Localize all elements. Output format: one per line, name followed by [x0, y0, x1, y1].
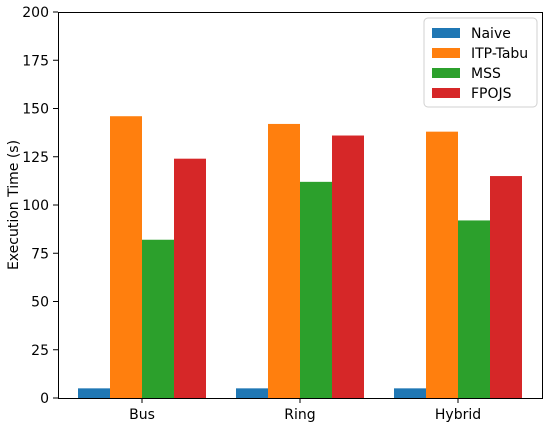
y-tick-label: 200	[22, 5, 49, 21]
bar-itp-tabu-bus	[110, 116, 142, 398]
y-axis: 0 25 50 75 100 125 150 175 200	[22, 5, 58, 407]
y-tick-label: 25	[31, 343, 49, 359]
y-tick-label: 75	[31, 246, 49, 262]
bar-itp-tabu-ring	[268, 123, 300, 398]
legend-label: Naive	[471, 26, 511, 42]
legend-box	[423, 17, 538, 108]
bar-naive-bus	[78, 388, 110, 398]
legend-label: MSS	[471, 66, 501, 82]
bar-fpojs-ring	[332, 135, 364, 398]
bar-fpojs-bus	[174, 158, 206, 398]
y-tick-label: 150	[22, 102, 49, 118]
legend-label: FPOJS	[471, 86, 512, 102]
legend-swatch	[432, 28, 460, 38]
bar-mss-ring	[300, 181, 332, 398]
x-axis: Bus Ring Hybrid	[129, 398, 481, 423]
x-tick-label: Hybrid	[435, 407, 481, 423]
y-tick-label: 100	[22, 198, 49, 214]
x-tick-label: Bus	[129, 407, 155, 423]
x-tick-label: Ring	[284, 407, 315, 423]
legend-swatch	[432, 68, 460, 78]
bars-layer	[78, 116, 522, 398]
bar-itp-tabu-hybrid	[426, 131, 458, 398]
legend-swatch	[432, 48, 460, 58]
bar-naive-hybrid	[394, 388, 426, 398]
legend: Naive ITP-Tabu MSS FPOJS	[423, 17, 538, 108]
y-tick-label: 0	[40, 391, 49, 407]
legend-label: ITP-Tabu	[471, 46, 528, 62]
bar-fpojs-hybrid	[490, 176, 522, 398]
bar-naive-ring	[236, 388, 268, 398]
bar-mss-bus	[142, 239, 174, 398]
y-axis-title: Execution Time (s)	[6, 140, 22, 270]
bar-mss-hybrid	[458, 220, 490, 398]
legend-swatch	[432, 88, 460, 98]
y-tick-label: 175	[22, 53, 49, 69]
y-tick-label: 50	[31, 295, 49, 311]
y-tick-label: 125	[22, 150, 49, 166]
